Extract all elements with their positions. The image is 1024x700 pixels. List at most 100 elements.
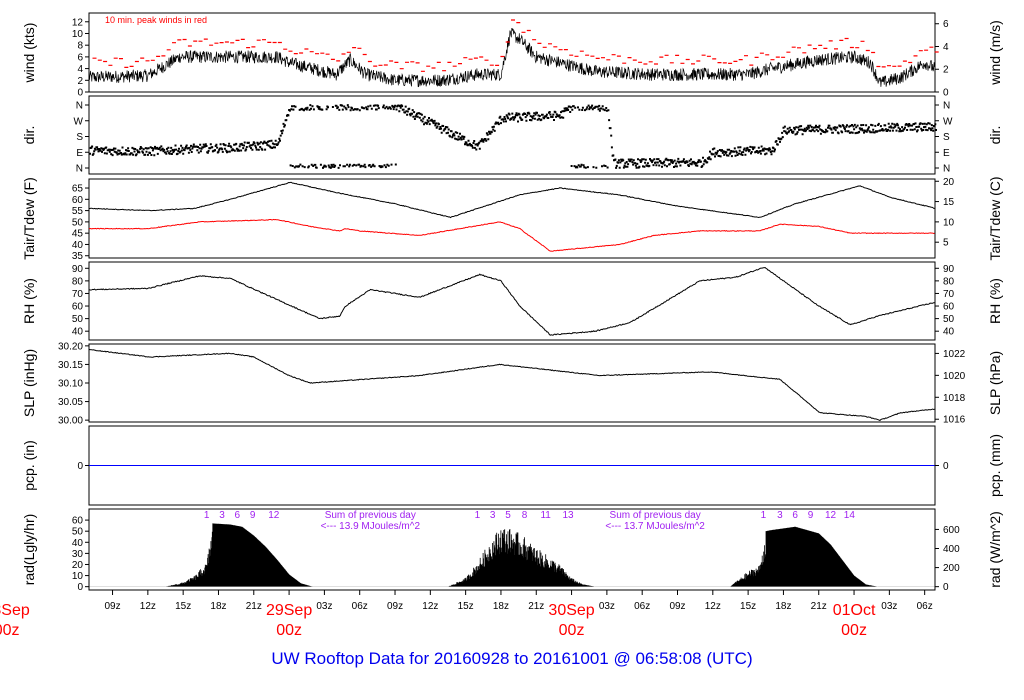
ytick-label-temp: 65 bbox=[72, 184, 84, 195]
ytick-right-label-rh: 70 bbox=[943, 289, 955, 300]
date-label: 28Sep bbox=[0, 602, 30, 619]
time-tick-label: 06z bbox=[352, 601, 368, 612]
ytick-right-label-wind: 4 bbox=[943, 42, 949, 53]
time-tick-label: 06z bbox=[917, 601, 933, 612]
time-tick-label: 21z bbox=[246, 601, 262, 612]
ytick-label-rh: 60 bbox=[72, 302, 84, 313]
ytick-label-dir: W bbox=[74, 116, 84, 127]
sun-hour-label: 1 bbox=[475, 510, 481, 521]
ytick-right-label-dir: W bbox=[943, 116, 953, 127]
ytick-label-rh: 80 bbox=[72, 276, 84, 287]
daily-sum-label: Sum of previous day bbox=[610, 510, 701, 521]
ylabel-rh: RH (%) bbox=[21, 278, 37, 324]
ytick-label-wind: 4 bbox=[77, 64, 83, 75]
Tdew-line bbox=[88, 218, 935, 252]
ytick-label-rad: 30 bbox=[72, 549, 84, 560]
ytick-label-rad: 0 bbox=[77, 582, 83, 593]
panel-frame-dir bbox=[88, 95, 936, 175]
ytick-label-slp: 30.20 bbox=[58, 341, 83, 352]
ytick-right-label-rh: 60 bbox=[943, 302, 955, 313]
ytick-right-label-rad: 0 bbox=[943, 582, 949, 593]
ylabel-right-dir: dir. bbox=[987, 126, 1003, 145]
panel-frame-rad bbox=[88, 508, 936, 591]
date-label: 01Oct bbox=[833, 602, 876, 619]
ytick-label-rh: 90 bbox=[72, 264, 84, 275]
ytick-label-wind: 6 bbox=[77, 52, 83, 63]
ytick-right-label-rh: 40 bbox=[943, 327, 955, 338]
time-tick-label: 12z bbox=[422, 601, 438, 612]
Tair-line bbox=[89, 181, 935, 219]
ytick-right-label-wind: 0 bbox=[943, 88, 949, 99]
ytick-label-pcp: 0 bbox=[77, 461, 83, 472]
ylabel-rad: rad(Lgly/hr) bbox=[21, 514, 37, 586]
time-tick-label: 03z bbox=[599, 601, 615, 612]
sun-hour-label: 6 bbox=[792, 510, 798, 521]
sun-hour-label: 3 bbox=[490, 510, 496, 521]
sun-hour-label: 1 bbox=[204, 510, 210, 521]
ytick-right-label-temp: 20 bbox=[943, 177, 955, 188]
ytick-label-wind: 8 bbox=[77, 41, 83, 52]
SLP-line bbox=[88, 348, 935, 422]
date-hour-label: 00z bbox=[559, 622, 585, 639]
ylabel-dir: dir. bbox=[21, 126, 37, 145]
sun-hour-label: 1 bbox=[761, 510, 767, 521]
ytick-label-wind: 12 bbox=[72, 17, 84, 28]
daily-sum-value: <--- 13.7 MJoules/m^2 bbox=[605, 521, 705, 532]
ytick-right-label-rh: 90 bbox=[943, 264, 955, 275]
panel-frame-rh bbox=[88, 261, 936, 341]
ylabel-right-rad: rad (W/m^2) bbox=[987, 511, 1003, 588]
peak-wind-annotation: 10 min. peak winds in red bbox=[105, 15, 207, 25]
chart-title: UW Rooftop Data for 20160928 to 20161001… bbox=[271, 649, 753, 668]
daily-sum-value: <--- 13.9 MJoules/m^2 bbox=[321, 521, 421, 532]
time-tick-label: 12z bbox=[705, 601, 721, 612]
ytick-label-slp: 30.00 bbox=[58, 416, 83, 427]
date-label: 30Sep bbox=[548, 602, 594, 619]
ytick-right-label-rh: 80 bbox=[943, 276, 955, 287]
time-tick-label: 18z bbox=[210, 601, 226, 612]
ytick-right-label-wind: 6 bbox=[943, 19, 949, 30]
ytick-right-label-dir: N bbox=[943, 101, 950, 112]
ytick-label-temp: 50 bbox=[72, 217, 84, 228]
wind-line bbox=[88, 27, 936, 88]
sun-hour-label: 9 bbox=[250, 510, 256, 521]
date-label: 29Sep bbox=[266, 602, 312, 619]
ytick-label-rad: 40 bbox=[72, 538, 84, 549]
RH-line bbox=[88, 266, 935, 336]
sun-hour-label: 12 bbox=[268, 510, 280, 521]
time-tick-label: 09z bbox=[669, 601, 685, 612]
ytick-label-temp: 40 bbox=[72, 240, 84, 251]
time-tick-label: 15z bbox=[458, 601, 474, 612]
ylabel-temp: Tair/Tdew (F) bbox=[21, 177, 37, 259]
ytick-label-wind: 0 bbox=[77, 88, 83, 99]
ylabel-pcp: pcp. (in) bbox=[21, 440, 37, 491]
ytick-right-label-temp: 15 bbox=[943, 197, 955, 208]
ytick-right-label-dir: S bbox=[943, 132, 950, 143]
sun-hour-label: 14 bbox=[844, 510, 856, 521]
ytick-right-label-dir: E bbox=[943, 148, 950, 159]
panel-frame-temp bbox=[88, 178, 936, 259]
time-tick-label: 15z bbox=[175, 601, 191, 612]
ylabel-right-temp: Tair/Tdew (C) bbox=[987, 176, 1003, 260]
time-tick-label: 18z bbox=[493, 601, 509, 612]
ytick-right-label-rad: 200 bbox=[943, 563, 960, 574]
ylabel-right-wind: wind (m/s) bbox=[987, 20, 1003, 86]
ytick-label-rh: 70 bbox=[72, 289, 84, 300]
ylabel-right-rh: RH (%) bbox=[987, 278, 1003, 324]
ytick-label-slp: 30.10 bbox=[58, 379, 83, 390]
time-tick-label: 18z bbox=[775, 601, 791, 612]
time-tick-label: 12z bbox=[140, 601, 156, 612]
sun-hour-label: 3 bbox=[777, 510, 783, 521]
time-tick-label: 09z bbox=[387, 601, 403, 612]
ylabel-right-pcp: pcp. (mm) bbox=[987, 434, 1003, 497]
ytick-label-dir: N bbox=[76, 101, 83, 112]
date-hour-label: 00z bbox=[841, 622, 867, 639]
ytick-label-dir: E bbox=[76, 148, 83, 159]
radiation-area bbox=[88, 523, 936, 587]
ytick-right-label-slp: 1022 bbox=[943, 349, 966, 360]
ytick-right-label-temp: 10 bbox=[943, 217, 955, 228]
sun-hour-label: 6 bbox=[235, 510, 241, 521]
ytick-label-dir: S bbox=[76, 132, 83, 143]
ytick-label-rad: 20 bbox=[72, 560, 84, 571]
